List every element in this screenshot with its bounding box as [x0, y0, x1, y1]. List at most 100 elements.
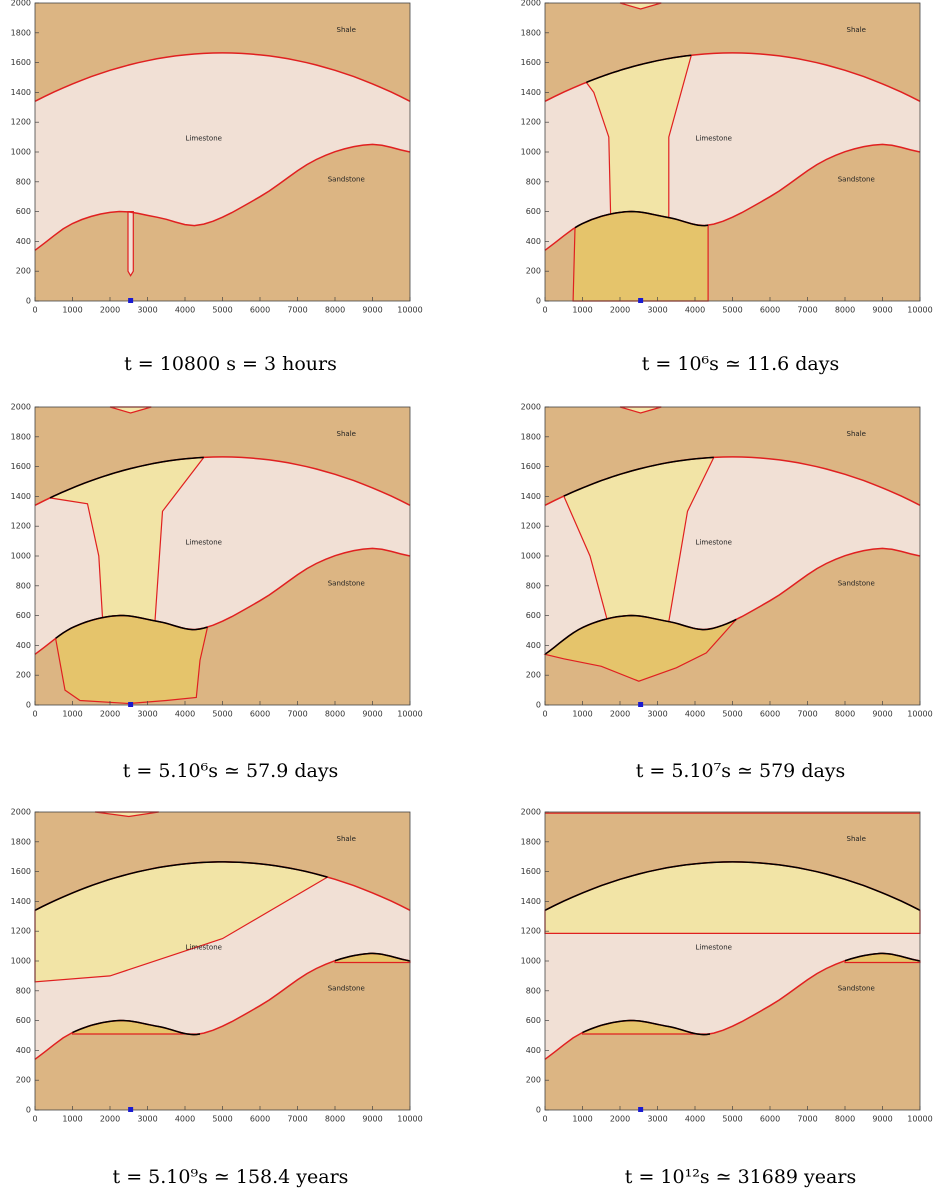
y-tick-label: 200	[526, 267, 541, 276]
y-tick-label: 200	[16, 671, 31, 680]
x-tick-label: 3000	[647, 306, 667, 315]
y-tick-label: 2000	[11, 403, 31, 412]
x-tick-label: 2000	[610, 1115, 630, 1124]
y-tick-label: 1400	[521, 88, 541, 97]
y-tick-label: 2000	[521, 808, 541, 817]
y-tick-label: 1800	[521, 837, 541, 846]
y-tick-label: 1200	[521, 118, 541, 127]
y-tick-label: 1400	[11, 88, 31, 97]
y-tick-label: 400	[16, 1046, 31, 1055]
y-tick-label: 600	[526, 207, 541, 216]
y-tick-label: 400	[526, 641, 541, 650]
y-tick-label: 600	[16, 1016, 31, 1025]
caption: t = 5.10⁶s ≃ 57.9 days	[123, 760, 339, 782]
caption: t = 10¹²s ≃ 31689 years	[625, 1166, 856, 1188]
y-tick-label: 200	[16, 267, 31, 276]
y-tick-label: 1200	[521, 927, 541, 936]
x-tick-label: 2000	[610, 306, 630, 315]
panel: 0 1000 2000 3000 4000 5000 6000 7000 8000 9000 100…	[11, 808, 423, 1189]
panel: 0 1000 2000 3000 4000 5000 6000 7000 8000 9000 100…	[521, 0, 933, 375]
y-tick-label: 800	[526, 581, 541, 590]
x-tick-label: 6000	[760, 1115, 780, 1124]
x-tick-label: 10000	[397, 710, 422, 719]
y-tick-label: 1800	[521, 28, 541, 37]
caption: t = 5.10⁹s ≃ 158.4 years	[113, 1166, 349, 1188]
y-tick-label: 400	[526, 237, 541, 246]
y-tick-label: 600	[526, 611, 541, 620]
x-tick-label: 3000	[137, 306, 157, 315]
boundary	[34, 143, 411, 251]
layer-label: Limestone	[696, 944, 732, 952]
x-tick-label: 3000	[137, 710, 157, 719]
y-tick-label: 1600	[11, 58, 31, 67]
x-tick-label: 9000	[872, 710, 892, 719]
x-tick-label: 4000	[175, 710, 195, 719]
y-tick-label: 1800	[521, 432, 541, 441]
boundary	[34, 52, 411, 102]
x-tick-label: 8000	[325, 710, 345, 719]
seal-boundary	[49, 456, 204, 499]
caption: t = 10⁶s ≃ 11.6 days	[642, 353, 840, 375]
layer-label: Shale	[337, 430, 356, 438]
x-tick-label: 1000	[572, 710, 592, 719]
layer-label: Limestone	[186, 135, 222, 143]
layer-label: Limestone	[696, 539, 732, 547]
x-tick-label: 4000	[685, 1115, 705, 1124]
x-tick-label: 0	[32, 306, 37, 315]
seal-boundary	[72, 1019, 201, 1036]
seal-boundary	[563, 456, 714, 497]
y-tick-label: 200	[526, 671, 541, 680]
y-tick-label: 800	[526, 177, 541, 186]
panel: 0 1000 2000 3000 4000 5000 6000 7000 8000 9000 100…	[521, 808, 933, 1189]
x-tick-label: 1000	[62, 1115, 82, 1124]
x-tick-label: 2000	[100, 306, 120, 315]
caption: t = 10800 s = 3 hours	[124, 353, 337, 375]
y-tick-label: 800	[16, 986, 31, 995]
y-tick-label: 1000	[521, 957, 541, 966]
x-tick-label: 8000	[325, 306, 345, 315]
y-tick-label: 1600	[521, 867, 541, 876]
injection-well	[638, 702, 644, 707]
x-tick-label: 5000	[722, 306, 742, 315]
seal-boundary	[544, 861, 921, 911]
plume	[127, 211, 134, 277]
seal-boundary	[844, 952, 921, 962]
x-tick-label: 8000	[835, 306, 855, 315]
y-tick-label: 1600	[521, 462, 541, 471]
x-tick-label: 4000	[685, 306, 705, 315]
seal-boundary	[34, 861, 328, 911]
layer-label: Sandstone	[328, 176, 365, 184]
x-tick-label: 0	[32, 710, 37, 719]
y-tick-label: 600	[16, 611, 31, 620]
plume	[572, 210, 709, 302]
injection-well	[638, 1107, 644, 1112]
x-tick-label: 7000	[287, 1115, 307, 1124]
panel: 0 1000 2000 3000 4000 5000 6000 7000 8000 9000 100…	[11, 403, 423, 783]
x-tick-label: 7000	[797, 1115, 817, 1124]
y-tick-label: 200	[526, 1076, 541, 1085]
x-tick-label: 7000	[797, 710, 817, 719]
x-tick-label: 7000	[287, 710, 307, 719]
x-tick-label: 3000	[647, 1115, 667, 1124]
x-tick-label: 3000	[647, 710, 667, 719]
x-tick-label: 10000	[907, 306, 932, 315]
x-tick-label: 9000	[362, 306, 382, 315]
x-tick-label: 3000	[137, 1115, 157, 1124]
y-tick-label: 1400	[11, 897, 31, 906]
x-tick-label: 10000	[907, 1115, 932, 1124]
layer-label: Shale	[847, 835, 866, 843]
layer-label: Sandstone	[328, 985, 365, 993]
y-tick-label: 1000	[521, 552, 541, 561]
y-tick-label: 1800	[11, 837, 31, 846]
y-tick-label: 1200	[11, 118, 31, 127]
seal-boundary	[574, 210, 709, 229]
layer-label: Limestone	[186, 539, 222, 547]
y-tick-label: 400	[16, 641, 31, 650]
y-tick-label: 0	[536, 297, 541, 306]
y-tick-label: 1000	[11, 957, 31, 966]
y-tick-label: 1200	[11, 927, 31, 936]
y-tick-label: 400	[16, 237, 31, 246]
y-tick-label: 0	[26, 1106, 31, 1115]
x-tick-label: 0	[542, 710, 547, 719]
